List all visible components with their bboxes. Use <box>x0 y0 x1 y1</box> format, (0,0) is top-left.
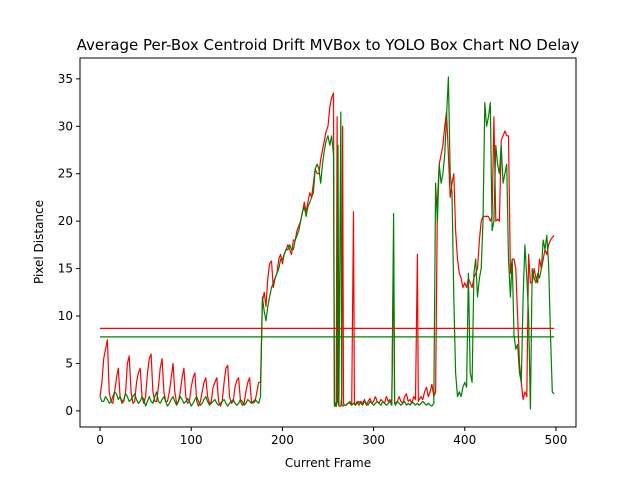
y-tick-label: 25 <box>58 167 73 181</box>
y-axis: 0 5 10 15 20 25 30 35 <box>58 72 80 418</box>
x-tick-label: 500 <box>544 433 567 447</box>
y-tick-label: 20 <box>58 214 73 228</box>
y-tick-label: 30 <box>58 119 73 133</box>
x-axis: 0 100 200 300 400 500 <box>96 427 567 447</box>
x-tick-label: 400 <box>453 433 476 447</box>
y-tick-label: 0 <box>65 404 73 418</box>
x-tick-label: 100 <box>180 433 203 447</box>
series-line-1 <box>99 76 555 410</box>
x-tick-label: 0 <box>96 433 104 447</box>
y-tick-label: 35 <box>58 72 73 86</box>
series-layer <box>99 76 555 410</box>
x-tick-label: 200 <box>271 433 294 447</box>
x-tick-label: 300 <box>362 433 385 447</box>
y-axis-label: Pixel Distance <box>32 200 46 284</box>
y-tick-label: 10 <box>58 309 73 323</box>
chart-title: Average Per-Box Centroid Drift MVBox to … <box>77 36 580 54</box>
y-tick-label: 5 <box>65 356 73 370</box>
plot-area <box>79 57 577 428</box>
x-axis-label: Current Frame <box>285 456 371 470</box>
y-tick-label: 15 <box>58 262 73 276</box>
